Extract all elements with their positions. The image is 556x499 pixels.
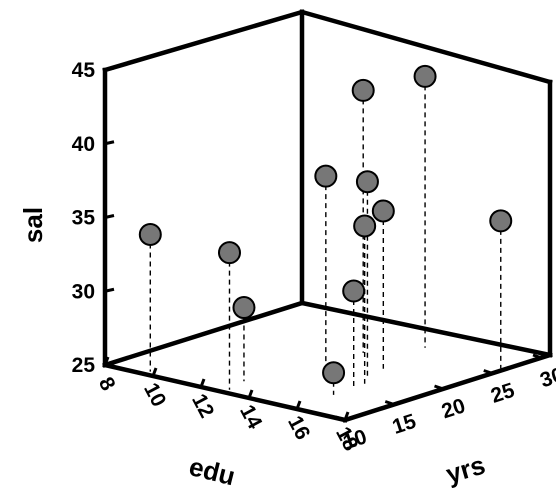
drop-lines	[149, 76, 502, 395]
data-point	[371, 199, 395, 223]
y-tick-label: 10	[139, 379, 170, 410]
z-tick-label: 35	[72, 207, 96, 230]
data-point	[217, 241, 241, 265]
z-tick-label: 45	[72, 59, 96, 82]
y-axis-title: edu	[186, 451, 238, 491]
x-tick-mark	[532, 353, 543, 360]
y-tick-label: 12	[187, 390, 218, 421]
back-wall-top-right-edge	[299, 9, 553, 85]
floor-back-left-edge	[102, 300, 305, 368]
x-tick-label: 15	[390, 410, 420, 439]
floor-front-edu-edge	[102, 362, 348, 423]
box-frame	[102, 9, 553, 423]
z-tick-label: 30	[72, 280, 95, 303]
data-point	[489, 209, 513, 233]
floor-back-right-edge	[299, 300, 553, 358]
data-point	[138, 222, 162, 246]
z-tick-label: 25	[72, 354, 96, 377]
y-tick-mark	[151, 367, 158, 377]
y-tick-mark	[199, 378, 206, 388]
y-tick-label: 8	[94, 373, 120, 394]
floor-front-yrs-edge	[342, 352, 553, 423]
y-tick-label: 16	[283, 412, 314, 443]
data-point	[351, 78, 375, 102]
y-tick-mark	[343, 411, 350, 421]
y-tick-mark	[247, 389, 254, 399]
data-point	[232, 296, 256, 320]
x-tick-mark	[335, 415, 346, 422]
x-tick-label: 25	[488, 379, 518, 408]
back-wall-top-left-edge	[102, 9, 305, 73]
data-point	[413, 64, 437, 88]
x-tick-mark	[434, 384, 444, 391]
data-points	[138, 64, 513, 385]
y-tick-label: 14	[235, 401, 266, 433]
x-tick-mark	[384, 400, 395, 406]
z-tick-mark	[104, 140, 115, 146]
y-tick-mark	[103, 356, 110, 366]
x-tick-mark	[483, 369, 494, 375]
data-point	[314, 164, 338, 188]
data-point	[353, 214, 377, 238]
axis-ticks	[103, 66, 543, 422]
x-tick-label: 20	[439, 394, 468, 423]
data-point	[322, 361, 346, 385]
z-tick-mark	[104, 66, 115, 72]
z-tick-mark	[104, 214, 115, 219]
data-point	[355, 170, 379, 194]
z-tick-label: 40	[72, 133, 95, 156]
y-tick-mark	[295, 400, 302, 410]
z-axis-title: sal	[18, 207, 48, 243]
x-axis-title: yrs	[443, 450, 489, 490]
data-point	[342, 279, 366, 303]
z-tick-mark	[104, 287, 115, 293]
x-tick-label: 30	[537, 363, 556, 392]
